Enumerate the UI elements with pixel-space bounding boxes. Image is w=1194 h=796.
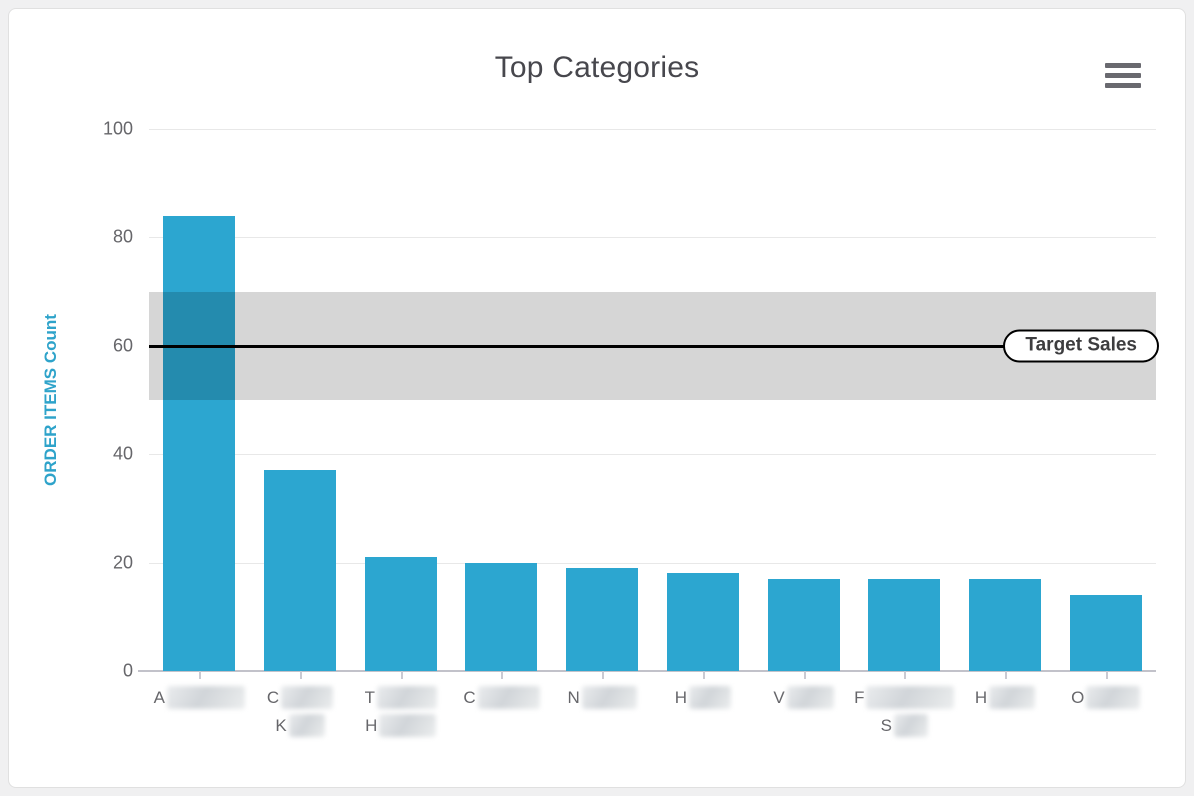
category-letter: H	[365, 715, 378, 735]
bars	[149, 129, 1156, 671]
y-tick-label: 40	[112, 443, 133, 464]
category-letter: A	[153, 687, 166, 707]
bar[interactable]	[968, 578, 1041, 671]
x-axis-line	[138, 670, 1156, 672]
redacted-text-block	[689, 686, 731, 709]
category-label: C	[451, 671, 552, 741]
x-tick	[1105, 671, 1108, 679]
redacted-text-block	[581, 686, 637, 709]
bar[interactable]	[364, 557, 437, 671]
category-letter: T	[364, 687, 375, 707]
gridline-100	[149, 129, 1156, 130]
category-letter: S	[880, 715, 892, 735]
x-tick	[300, 671, 303, 679]
x-tick	[501, 671, 504, 679]
y-tick-label: 0	[122, 660, 133, 681]
redacted-text-block	[288, 714, 325, 737]
category-letter: C	[266, 687, 280, 707]
x-tick	[400, 671, 403, 679]
redacted-text-block	[281, 686, 334, 709]
chart-card: Top Categories ORDER ITEMS Count 100 80 …	[8, 8, 1186, 788]
redacted-text-block	[379, 714, 437, 737]
category-letter: F	[854, 687, 865, 707]
bar[interactable]	[264, 470, 337, 671]
gridline-40	[149, 454, 1156, 456]
redacted-text-block	[989, 686, 1036, 709]
y-axis-title: ORDER ITEMS Count	[41, 314, 60, 486]
x-tick	[199, 671, 202, 679]
category-letter: H	[974, 687, 988, 707]
category-label: A	[149, 671, 250, 741]
gridline-20	[149, 562, 1156, 564]
bar[interactable]	[868, 578, 941, 671]
hamburger-icon	[1103, 63, 1143, 88]
redacted-text-block	[1086, 686, 1141, 709]
category-letter: O	[1071, 687, 1085, 707]
redacted-text-block	[477, 686, 540, 709]
y-tick-label: 60	[112, 335, 133, 356]
bar-column	[552, 129, 653, 671]
x-tick	[803, 671, 806, 679]
x-tick	[904, 671, 907, 679]
bar[interactable]	[1069, 595, 1142, 671]
bar-column	[350, 129, 451, 671]
y-tick-label: 80	[112, 226, 133, 247]
bar[interactable]	[566, 568, 639, 671]
target-line	[149, 344, 1156, 348]
redacted-text-block	[866, 686, 955, 709]
bar-column	[653, 129, 754, 671]
x-tick	[1004, 671, 1007, 679]
bar[interactable]	[465, 562, 538, 671]
target-label: Target Sales	[1003, 329, 1159, 363]
bar[interactable]	[666, 573, 739, 671]
redacted-text-block	[376, 686, 437, 709]
category-letter: K	[275, 715, 287, 735]
export-menu-button[interactable]	[1103, 61, 1143, 95]
x-tick	[602, 671, 605, 679]
bar-column	[753, 129, 854, 671]
bar[interactable]	[163, 215, 236, 671]
redacted-text-block	[167, 686, 246, 709]
chart-title: Top Categories	[494, 51, 700, 84]
category-label: H	[955, 671, 1056, 741]
category-label: O	[1055, 671, 1156, 741]
bar-column	[955, 129, 1056, 671]
y-tick-label: 100	[102, 118, 133, 139]
bar-column	[1055, 129, 1156, 671]
category-letter: N	[567, 687, 580, 707]
bar-column	[149, 129, 250, 671]
category-label: H	[653, 671, 754, 741]
category-label: N	[552, 671, 653, 741]
bar-column	[250, 129, 351, 671]
plot-area: 100 80 60 40 20 0 Target Sales	[103, 119, 1159, 681]
y-tick-label: 20	[112, 552, 133, 573]
category-letter: C	[463, 687, 476, 707]
category-letter: H	[674, 687, 687, 707]
bar-column	[854, 129, 955, 671]
category-label: V	[753, 671, 854, 741]
gridline-80	[149, 237, 1156, 239]
x-tick	[702, 671, 705, 679]
category-letter: V	[773, 687, 785, 707]
redacted-text-block	[893, 714, 928, 737]
redacted-text-block	[786, 686, 834, 709]
bar-column	[451, 129, 552, 671]
bar[interactable]	[767, 578, 840, 671]
